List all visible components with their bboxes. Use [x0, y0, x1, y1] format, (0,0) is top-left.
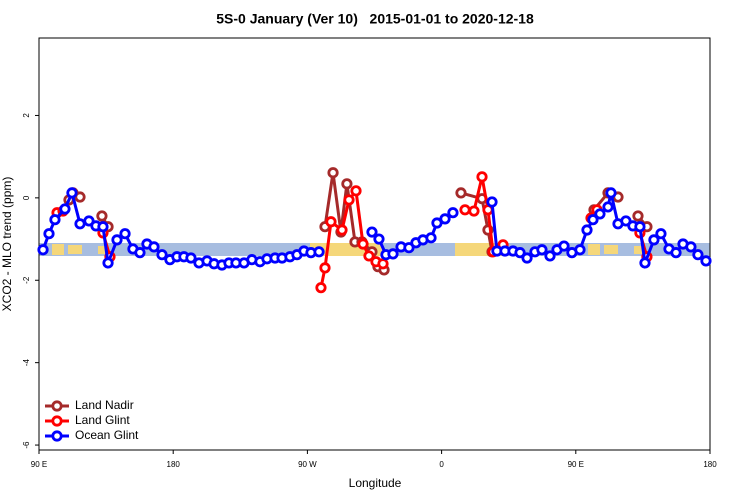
x-tick-label: 180: [703, 460, 717, 469]
point: [692, 249, 704, 261]
point: [102, 257, 114, 269]
point: [343, 194, 355, 206]
point: [49, 214, 61, 226]
point: [620, 215, 632, 227]
x-tick-label: 0: [439, 460, 444, 469]
legend-label: Ocean Glint: [75, 428, 139, 442]
land-patch: [98, 246, 106, 254]
point: [700, 255, 712, 267]
point: [377, 258, 389, 270]
point: [97, 221, 109, 233]
land-patch: [634, 246, 642, 254]
point: [66, 187, 78, 199]
point: [403, 242, 415, 254]
point: [634, 221, 646, 233]
land-patch: [68, 245, 82, 254]
y-tick-label: 2: [22, 113, 31, 118]
point: [185, 252, 197, 264]
land-patch: [588, 244, 600, 255]
point: [37, 244, 49, 256]
point: [74, 218, 86, 230]
land-patch: [52, 244, 64, 255]
series: [63, 167, 653, 276]
legend-label: Land Nadir: [75, 398, 134, 412]
point: [587, 214, 599, 226]
point: [366, 226, 378, 238]
y-tick-label: -2: [22, 276, 31, 284]
y-tick-label: 0: [22, 195, 31, 200]
point: [336, 224, 348, 236]
point: [425, 232, 437, 244]
point: [83, 215, 95, 227]
plot-frame: [38, 37, 711, 451]
point: [655, 228, 667, 240]
point: [486, 196, 498, 208]
point: [521, 252, 533, 264]
point: [96, 210, 108, 222]
point: [319, 262, 331, 274]
point: [111, 234, 123, 246]
point: [327, 167, 339, 179]
point: [315, 282, 327, 294]
y-tick-label: -6: [22, 441, 31, 449]
point: [574, 244, 586, 256]
point: [148, 241, 160, 253]
point: [387, 248, 399, 260]
legend-marker: [51, 430, 63, 442]
point: [373, 233, 385, 245]
series: [37, 187, 712, 271]
point: [363, 250, 375, 262]
chart-title: 5S-0 January (Ver 10) 2015-01-01 to 2020…: [216, 11, 534, 27]
point: [341, 178, 353, 190]
point: [439, 213, 451, 225]
x-tick-label: 90 W: [298, 460, 317, 469]
series: [51, 171, 653, 294]
point: [536, 244, 548, 256]
legend-marker: [51, 415, 63, 427]
point: [594, 208, 606, 220]
point: [648, 234, 660, 246]
y-tick-label: -4: [22, 359, 31, 367]
point: [350, 185, 362, 197]
point: [670, 247, 682, 259]
point: [558, 240, 570, 252]
point: [581, 224, 593, 236]
land-patch: [604, 245, 618, 254]
legend-marker: [51, 400, 63, 412]
point: [459, 204, 471, 216]
y-axis-label: XCO2 - MLO trend (ppm): [0, 177, 14, 312]
x-tick-label: 90 E: [568, 460, 584, 469]
point: [431, 217, 443, 229]
point: [468, 205, 480, 217]
point: [544, 250, 556, 262]
point: [514, 247, 526, 259]
point: [156, 249, 168, 261]
point: [476, 171, 488, 183]
point: [134, 247, 146, 259]
point: [605, 187, 617, 199]
point: [74, 191, 86, 203]
x-tick-label: 90 E: [31, 460, 47, 469]
x-axis-label: Longitude: [349, 476, 402, 490]
x-tick-label: 180: [167, 460, 181, 469]
point: [119, 228, 131, 240]
point: [639, 257, 651, 269]
legend-label: Land Glint: [75, 413, 130, 427]
point: [43, 228, 55, 240]
point: [313, 246, 325, 258]
point: [685, 241, 697, 253]
point: [325, 216, 337, 228]
point: [447, 207, 459, 219]
point: [455, 187, 467, 199]
point: [632, 210, 644, 222]
point: [357, 238, 369, 250]
point: [602, 201, 614, 213]
point: [59, 203, 71, 215]
